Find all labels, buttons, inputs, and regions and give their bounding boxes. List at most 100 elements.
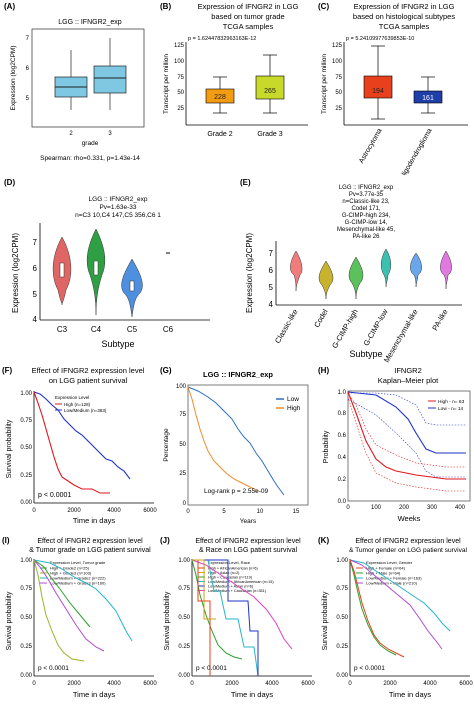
xtick: 200	[399, 505, 410, 511]
ytick: 75	[335, 75, 342, 81]
violin-codel	[318, 260, 334, 300]
panel-e-title-line: Pv=3.77e-35	[349, 192, 384, 198]
panel-k-label: (K)	[318, 536, 329, 545]
ci-low-upper	[348, 392, 466, 426]
xtick: C5	[127, 325, 138, 334]
panel-d-yticks: 4 5 6 7	[33, 238, 38, 324]
box-grade2	[205, 88, 235, 104]
ytick: 7	[269, 249, 274, 258]
ytick: 5	[269, 283, 274, 292]
panel-g-title: LGG :: IFNGR2_exp	[203, 370, 273, 379]
panel-d-title-1: LGG :: IFNGR2_exp	[89, 196, 148, 203]
ytick: 0.25	[20, 473, 32, 479]
panel-a-ylabel: Expression (log2CPM)	[10, 45, 17, 110]
panel-g-xticks: 0 5 10 15	[186, 509, 300, 515]
ytick: 5	[33, 290, 38, 299]
km-curve-high-grade3	[33, 559, 85, 662]
panel-d-xlabel: Subtype	[101, 339, 134, 349]
xtick: 2000	[67, 681, 81, 687]
ytick: 0.75	[20, 586, 32, 592]
panel-k-xticks: 0 2000 4000 6000	[348, 681, 473, 687]
xtick: 5	[222, 509, 226, 515]
panel-i-ylabel: Survival probability	[6, 591, 13, 650]
panel-g-frame	[187, 384, 309, 506]
legend-title: Expression Level	[55, 395, 89, 400]
ytick: 0.00	[20, 673, 32, 679]
ytick: 0.00	[178, 673, 190, 679]
km-curve-low-grade2	[33, 559, 133, 642]
panel-j-plot: (J) Effect of IFNGR2 expression level & …	[160, 536, 315, 699]
legend-title: Expression Level, Gender	[366, 560, 413, 565]
legend-entry: High (n=128)	[64, 402, 91, 407]
panel-k-yticks: 0.00 0.25 0.50 0.75 1.00	[336, 558, 348, 679]
xtick: Grade 2	[207, 131, 232, 138]
legend-entry: Low/Medium + Grade2 (n=222)	[50, 576, 106, 581]
panel-i-xlabel: Time in days	[73, 690, 115, 699]
panel-e-title-line: LGG :: IFNGR2_exp	[339, 185, 394, 191]
panel-h: (H) IFNGR2 Kaplan–Meier plot 0.0 0.2 0.4…	[316, 363, 474, 531]
panel-f-xlabel: Time in days	[73, 516, 115, 525]
panel-d-plot: (D) LGG :: IFNGR2_exp Pv=1.63e-33 n=C3 1…	[4, 178, 210, 349]
panel-k-title-1: Effect of IFNGR2 expression level	[355, 538, 461, 545]
xtick: Mesenchymal-like	[382, 308, 420, 364]
ci-high-upper	[347, 392, 466, 468]
ytick: 0.8	[338, 411, 347, 417]
ytick: 6	[269, 266, 274, 275]
ytick: 0.25	[336, 644, 348, 650]
km-curve-low-female	[349, 559, 451, 632]
box	[93, 65, 127, 94]
xtick: 10	[257, 509, 264, 515]
median-label: 228	[214, 94, 226, 101]
km-curve-high	[187, 386, 259, 492]
legend-entry: High + Asian (n=2)	[208, 571, 240, 575]
ytick: 0.75	[336, 586, 348, 592]
ytick: 0.25	[20, 644, 32, 650]
panel-e-xlabel: Subtype	[349, 349, 382, 359]
legend-entry: High + Grade3 (n=103)	[50, 571, 92, 576]
ytick: 50	[335, 90, 342, 96]
ytick: 125	[174, 43, 185, 49]
panel-h-xlabel: Weeks	[398, 514, 421, 523]
legend-entry: Low - n= 14	[438, 406, 464, 412]
legend-entry: Low/Medium + Female (n=163)	[366, 576, 422, 581]
panel-i-xticks: 0 2000 4000 6000	[32, 681, 157, 687]
km-curve-low-grade3	[33, 559, 105, 652]
violin-box	[93, 260, 99, 276]
box-astrocytoma	[363, 75, 393, 99]
legend-entry: High + AfricanAmerican (n=6)	[208, 567, 259, 571]
panel-g: (G) LGG :: IFNGR2_exp 0 25 50 75 100 Low…	[158, 363, 316, 531]
ytick: 1.00	[20, 558, 32, 564]
panel-e: (E) LGG :: IFNGR2_exp Pv=3.77e-35 n=Clas…	[236, 175, 474, 363]
panel-e-title-line: G-CIMP-low 14,	[345, 220, 388, 226]
panel-e-title-line: Codel 171,	[351, 206, 380, 212]
xtick: 4000	[265, 681, 279, 687]
violin-gcimp-high	[348, 256, 364, 300]
panel-c-label: (C)	[318, 2, 329, 11]
ytick: 0	[183, 501, 187, 507]
panel-d-title-3: n=C3 10,C4 147,C5 356,C6 1	[75, 212, 161, 219]
panel-c-title-2: based on histological subtypes	[353, 12, 455, 21]
xtick: PA-like	[430, 308, 449, 333]
xtick: 2000	[225, 681, 239, 687]
panel-b-title-3: TCGA samples	[223, 22, 274, 31]
xtick: 0	[348, 681, 352, 687]
ytick: 0.25	[178, 644, 190, 650]
xtick: C6	[163, 325, 174, 334]
panel-b-plot: (B) Expression of IFNGR2 in LGG based on…	[160, 2, 308, 138]
xtick: 0	[346, 505, 350, 511]
xtick: 4000	[107, 508, 121, 514]
ytick: 25	[179, 471, 186, 477]
xtick: Oligodendroglioma	[398, 127, 433, 175]
panel-h-xticks: 0 100 200 300 400	[346, 505, 465, 511]
legend-entry: High + Female (n=64)	[366, 566, 406, 571]
panel-i-label: (I)	[2, 536, 10, 545]
legend-entry: Low/Medium + Asian (n=6)	[208, 585, 254, 589]
panel-a-boxes	[54, 38, 127, 110]
panel-b-yticks: 25 50 75 100 125	[174, 43, 185, 112]
legend-entry: High - n= 63	[438, 399, 465, 405]
panel-g-pval: Log-rank p = 2.55e-09	[204, 488, 269, 495]
violin-box	[59, 262, 65, 278]
legend-title: Expression Level, Race	[208, 560, 251, 565]
panel-g-label: (G)	[160, 366, 172, 375]
ytick: 75	[177, 75, 184, 81]
